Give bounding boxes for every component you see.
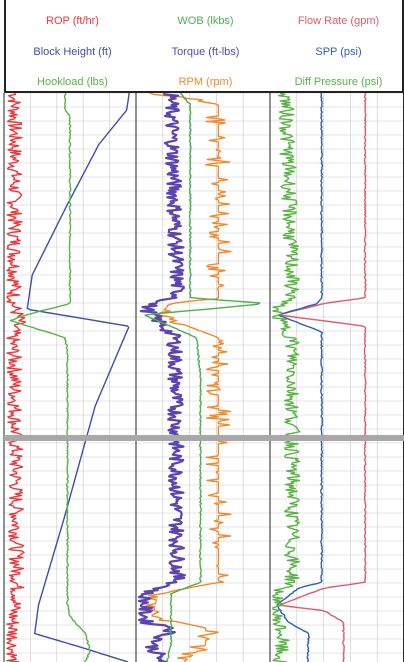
legend-wob: WOB (lkbs) (177, 15, 234, 27)
legend-rpm: RPM (rpm) (178, 76, 233, 88)
series-line-block-height (26, 93, 130, 662)
legend-row-3: Hookload (lbs) RPM (rpm) Diff Pressure (… (6, 72, 402, 92)
series-line-diff-pressure (272, 93, 301, 662)
series-line-spp (276, 93, 324, 662)
legend-hookload: Hookload (lbs) (37, 76, 108, 88)
legend-spp: SPP (psi) (315, 46, 362, 58)
legend-block-height: Block Height (ft) (33, 46, 112, 58)
chart-legend: ROP (ft/hr) WOB (lkbs) Flow Rate (gpm) B… (4, 0, 404, 93)
series-line-flow-rate (278, 93, 367, 662)
depth-separator-band (4, 435, 404, 441)
legend-diff-pressure: Diff Pressure (psi) (294, 76, 383, 88)
grid-lines (4, 93, 404, 662)
series-line-rop (6, 93, 27, 662)
legend-row-2: Block Height (ft) Torque (ft-lbs) SPP (p… (6, 42, 402, 62)
legend-row-1: ROP (ft/hr) WOB (lkbs) Flow Rate (gpm) (6, 11, 402, 31)
series-lines (6, 93, 367, 662)
series-line-wob (144, 93, 261, 662)
track-frames (3, 93, 404, 662)
legend-rop: ROP (ft/hr) (46, 15, 99, 27)
legend-torque: Torque (ft-lbs) (171, 46, 240, 58)
depth-log-plot (3, 93, 404, 662)
legend-flow-rate: Flow Rate (gpm) (297, 15, 380, 27)
series-line-torque (137, 93, 186, 662)
series-line-rpm (145, 93, 232, 662)
series-line-hookload (9, 93, 91, 662)
